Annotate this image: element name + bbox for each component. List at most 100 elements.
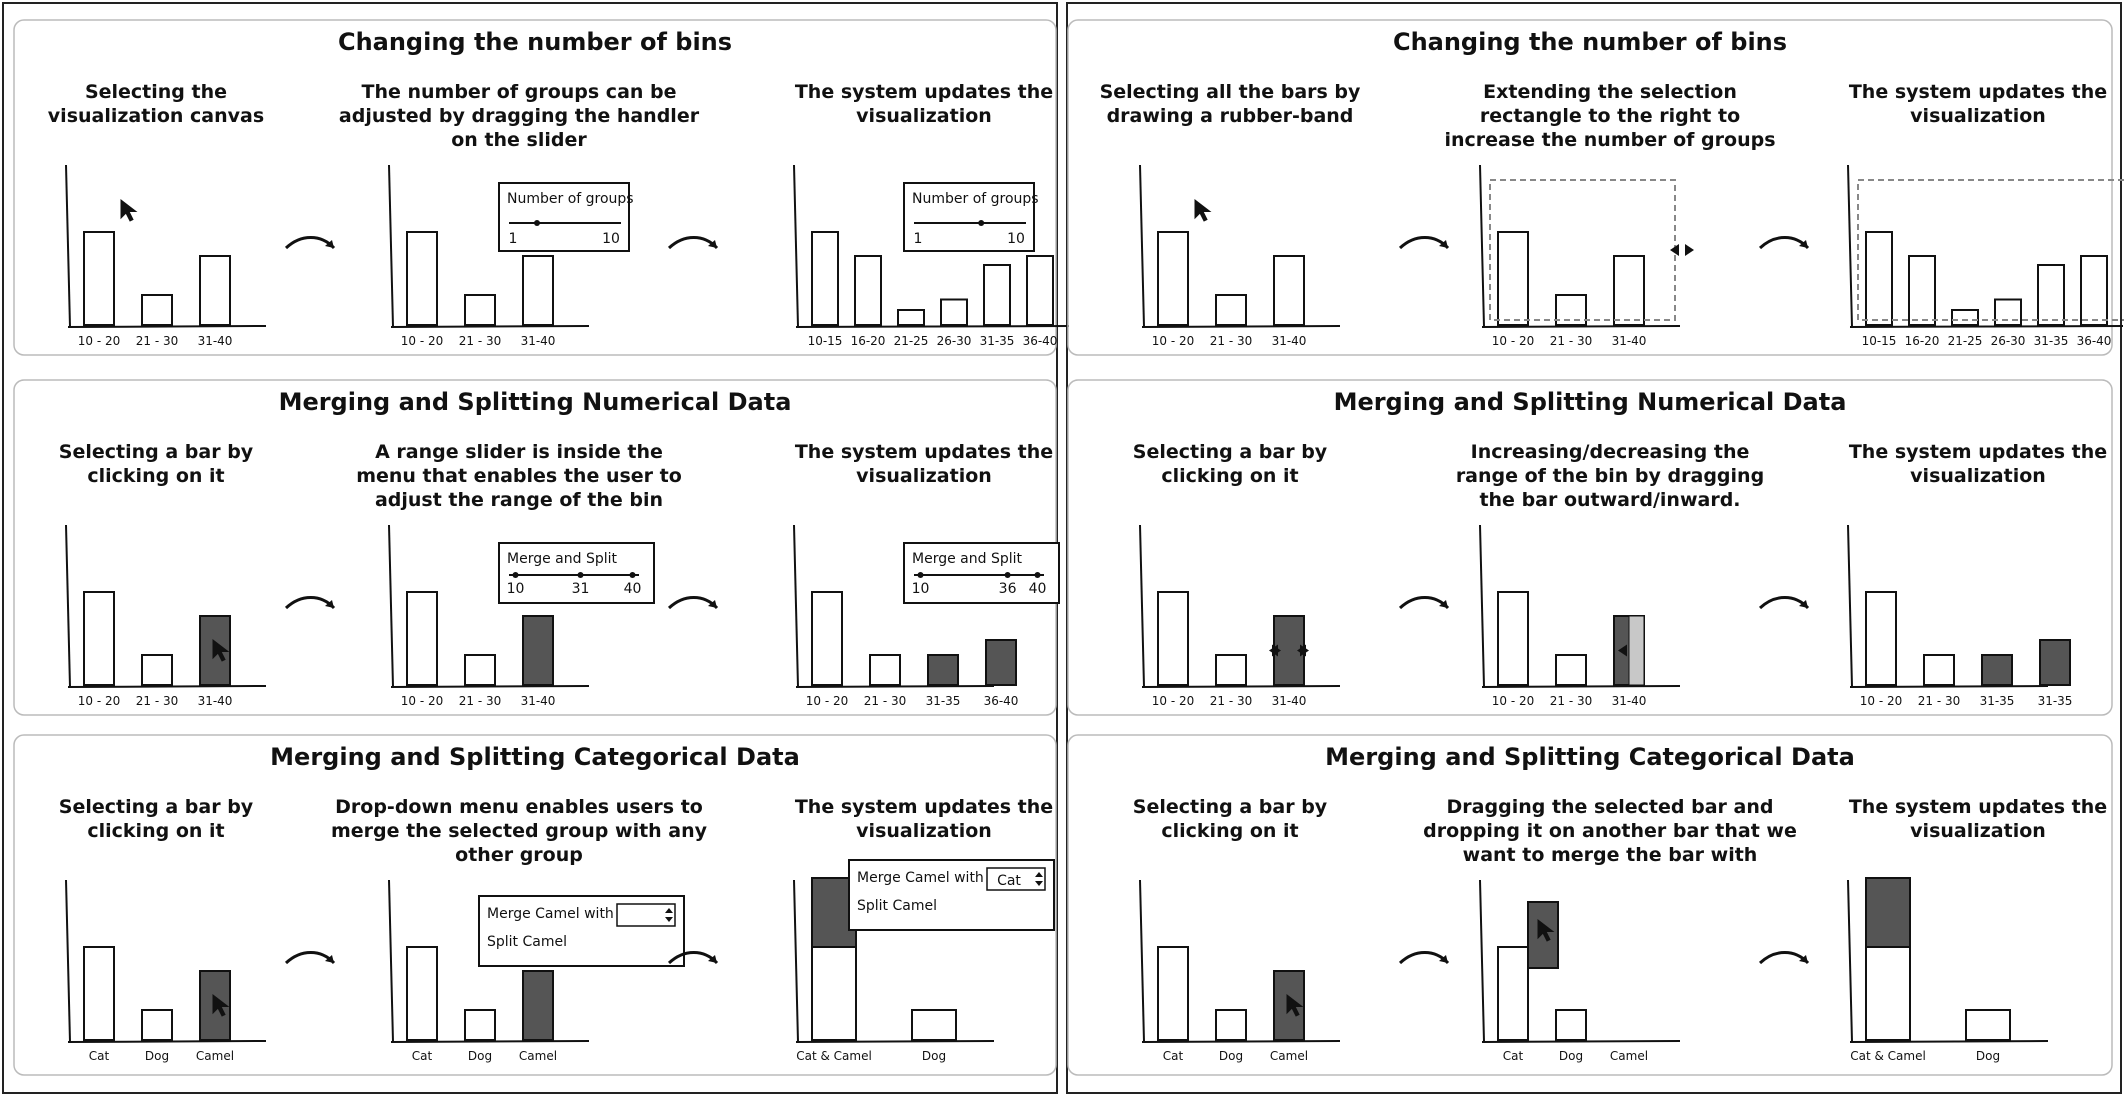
x-axis: [1141, 1040, 1341, 1043]
cursor-icon: [1286, 993, 1304, 1017]
step-caption: Drop-down menu enables users to: [335, 796, 703, 818]
bar: [1026, 255, 1054, 326]
bar-label: 10 - 20: [401, 694, 444, 708]
bar-label: 21 - 30: [136, 694, 179, 708]
bar-label: Camel: [1270, 1049, 1308, 1063]
bar-label: 31-40: [521, 334, 556, 348]
x-axis: [1141, 325, 1341, 328]
x-axis: [795, 685, 995, 688]
merge-option: Merge Camel with: [857, 870, 984, 886]
step-caption: clicking on it: [1161, 820, 1298, 842]
bar-label: Cat: [412, 1049, 433, 1063]
bar-label: 16-20: [1905, 334, 1940, 348]
flow-arrow: [284, 951, 336, 965]
bar: [464, 294, 496, 326]
step-caption: The system updates the: [1849, 441, 2107, 463]
range-tick: [1034, 572, 1041, 578]
range-title: Merge and Split: [912, 551, 1022, 567]
bar-selected: [927, 654, 959, 686]
bar: [1965, 1009, 2011, 1041]
bar-label: 21 - 30: [459, 334, 502, 348]
step-caption: merge the selected group with any: [331, 820, 708, 842]
bar: [911, 1009, 957, 1041]
range-tick: [512, 572, 519, 578]
y-axis: [1847, 524, 1853, 688]
step-caption: The system updates the: [1849, 796, 2107, 818]
step-caption: visualization: [856, 465, 992, 487]
bar-label: 10 - 20: [1492, 694, 1535, 708]
bar-label: 31-35: [2038, 694, 2073, 708]
bar: [1497, 946, 1529, 1041]
bar-label: 10 - 20: [806, 694, 849, 708]
step-caption: Selecting a bar by: [59, 796, 254, 818]
flow-arrow: [667, 596, 719, 610]
bar-label: 36-40: [1023, 334, 1058, 348]
flow-arrow: [1758, 596, 1810, 610]
panel-0-2: Merging and Splitting Categorical Data Se…: [13, 734, 1057, 1076]
bar: [1273, 255, 1305, 326]
bar: [464, 654, 496, 686]
spinner-arrows-icon: [665, 908, 673, 922]
bar-label: 31-40: [1612, 694, 1647, 708]
bar-label: 21 - 30: [1918, 694, 1961, 708]
bar-label: Camel: [196, 1049, 234, 1063]
flow-arrowhead-icon: [325, 240, 334, 248]
step-caption: The system updates the: [795, 441, 1053, 463]
bar-label: 31-35: [980, 334, 1015, 348]
bar-label: 21-25: [1948, 334, 1983, 348]
bar-label: 31-40: [1272, 694, 1307, 708]
bar-label: 36-40: [984, 694, 1019, 708]
handle-left-icon: [1670, 244, 1679, 256]
panel-0-0: Changing the number of bins Selecting the…: [13, 19, 1070, 356]
bar: [1865, 591, 1897, 686]
y-axis: [65, 164, 71, 328]
y-axis: [388, 879, 394, 1043]
x-axis: [390, 325, 590, 328]
bar: [406, 231, 438, 326]
bar: [1157, 946, 1189, 1041]
flow-arrowhead-icon: [325, 600, 334, 608]
bar: [1555, 1009, 1587, 1041]
slider-handle: [534, 220, 540, 226]
panel-0-1: Merging and Splitting Numerical Data Sele…: [13, 379, 1060, 716]
x-axis: [67, 325, 267, 328]
y-axis: [1139, 879, 1145, 1043]
flow-arrowhead-icon: [1799, 600, 1808, 608]
y-axis: [1139, 524, 1145, 688]
y-axis: [65, 879, 71, 1043]
y-axis: [793, 164, 799, 328]
bar-label: 10 - 20: [1152, 334, 1195, 348]
bar-label: Dog: [1559, 1049, 1583, 1063]
bar-label: 10 - 20: [1492, 334, 1535, 348]
bar-label: 21 - 30: [1550, 334, 1593, 348]
step-caption: A range slider is inside the: [375, 441, 663, 463]
bar-label: Cat & Camel: [1850, 1049, 1926, 1063]
range-label: 36: [999, 581, 1017, 597]
bar: [199, 255, 231, 326]
bar: [83, 946, 115, 1041]
flow-arrow: [284, 236, 336, 250]
bar: [1215, 294, 1247, 326]
bar-label: 10 - 20: [1860, 694, 1903, 708]
flow-arrowhead-icon: [1439, 240, 1448, 248]
step-caption: menu that enables the user to: [356, 465, 682, 487]
bar: [406, 946, 438, 1041]
bar-selected: [985, 639, 1017, 686]
step-caption: drawing a rubber-band: [1107, 105, 1354, 127]
step-caption: visualization: [1910, 820, 2046, 842]
panel-title: Changing the number of bins: [1393, 28, 1787, 56]
bar-label: 10-15: [808, 334, 843, 348]
panel-1-1: Merging and Splitting Numerical Data Sele…: [1067, 379, 2113, 716]
x-axis: [1849, 1040, 2049, 1043]
bar-label: 26-30: [937, 334, 972, 348]
bar-label: Cat: [89, 1049, 110, 1063]
bar-label: 21 - 30: [459, 694, 502, 708]
bar: [2080, 255, 2108, 326]
panel-frame: [1067, 379, 2113, 716]
bar: [1497, 591, 1529, 686]
range-label: 10: [912, 581, 930, 597]
panel-1-0: Changing the number of bins Selecting all…: [1067, 19, 2124, 356]
y-axis: [1139, 164, 1145, 328]
split-option: Split Camel: [487, 934, 567, 950]
